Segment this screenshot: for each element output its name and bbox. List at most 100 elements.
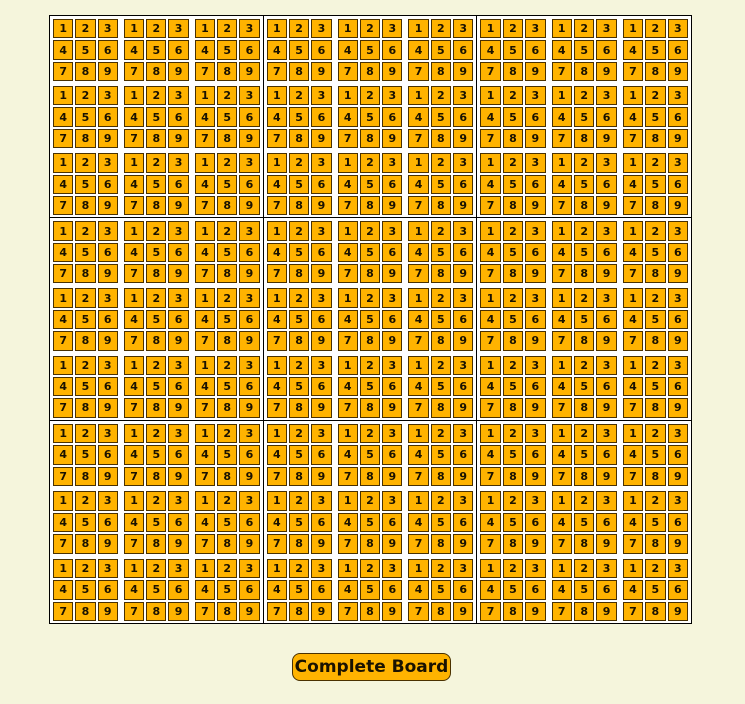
candidate-6-button[interactable]: 6 [525, 309, 546, 330]
candidate-4-button[interactable]: 4 [337, 242, 358, 263]
candidate-5-button[interactable]: 5 [146, 40, 167, 60]
candidate-9-button[interactable]: 9 [667, 601, 688, 621]
candidate-3-button[interactable]: 3 [239, 288, 260, 308]
candidate-1-button[interactable]: 1 [337, 491, 358, 511]
candidate-7-button[interactable]: 7 [551, 195, 572, 216]
candidate-6-button[interactable]: 6 [311, 40, 332, 60]
candidate-7-button[interactable]: 7 [480, 398, 501, 418]
candidate-8-button[interactable]: 8 [430, 195, 452, 216]
candidate-1-button[interactable]: 1 [194, 423, 216, 444]
candidate-8-button[interactable]: 8 [75, 466, 96, 487]
candidate-7-button[interactable]: 7 [266, 601, 287, 621]
candidate-2-button[interactable]: 2 [75, 355, 96, 375]
candidate-1-button[interactable]: 1 [480, 19, 501, 39]
candidate-8-button[interactable]: 8 [573, 264, 595, 284]
candidate-4-button[interactable]: 4 [337, 376, 358, 397]
candidate-4-button[interactable]: 4 [408, 376, 429, 397]
candidate-7-button[interactable]: 7 [53, 466, 74, 487]
candidate-6-button[interactable]: 6 [453, 376, 474, 397]
candidate-1-button[interactable]: 1 [194, 558, 216, 579]
candidate-5-button[interactable]: 5 [645, 445, 666, 465]
candidate-7-button[interactable]: 7 [551, 534, 572, 554]
candidate-2-button[interactable]: 2 [75, 288, 96, 308]
candidate-8-button[interactable]: 8 [502, 264, 524, 284]
candidate-3-button[interactable]: 3 [453, 221, 474, 241]
candidate-1-button[interactable]: 1 [337, 288, 358, 308]
candidate-3-button[interactable]: 3 [168, 423, 189, 444]
candidate-5-button[interactable]: 5 [217, 174, 238, 194]
candidate-8-button[interactable]: 8 [217, 466, 238, 487]
candidate-5-button[interactable]: 5 [359, 242, 381, 263]
candidate-5-button[interactable]: 5 [645, 107, 666, 127]
candidate-7-button[interactable]: 7 [408, 534, 429, 554]
candidate-6-button[interactable]: 6 [453, 174, 474, 194]
candidate-2-button[interactable]: 2 [502, 491, 524, 511]
candidate-4-button[interactable]: 4 [337, 40, 358, 60]
candidate-1-button[interactable]: 1 [480, 288, 501, 308]
candidate-6-button[interactable]: 6 [168, 40, 189, 60]
candidate-2-button[interactable]: 2 [645, 153, 666, 173]
candidate-9-button[interactable]: 9 [239, 466, 260, 487]
candidate-4-button[interactable]: 4 [408, 174, 429, 194]
candidate-5-button[interactable]: 5 [75, 107, 96, 127]
candidate-4-button[interactable]: 4 [622, 445, 644, 465]
candidate-3-button[interactable]: 3 [667, 355, 688, 375]
candidate-1-button[interactable]: 1 [123, 288, 145, 308]
candidate-8-button[interactable]: 8 [645, 466, 666, 487]
candidate-2-button[interactable]: 2 [430, 19, 452, 39]
candidate-9-button[interactable]: 9 [525, 331, 546, 351]
candidate-8-button[interactable]: 8 [359, 601, 381, 621]
candidate-1-button[interactable]: 1 [480, 423, 501, 444]
candidate-7-button[interactable]: 7 [551, 61, 572, 82]
candidate-3-button[interactable]: 3 [168, 221, 189, 241]
candidate-9-button[interactable]: 9 [97, 601, 118, 621]
candidate-5-button[interactable]: 5 [217, 40, 238, 60]
candidate-7-button[interactable]: 7 [337, 534, 358, 554]
candidate-5-button[interactable]: 5 [645, 376, 666, 397]
candidate-9-button[interactable]: 9 [382, 128, 403, 149]
candidate-8-button[interactable]: 8 [288, 601, 310, 621]
candidate-9-button[interactable]: 9 [239, 195, 260, 216]
candidate-1-button[interactable]: 1 [337, 423, 358, 444]
candidate-9-button[interactable]: 9 [311, 61, 332, 82]
candidate-1-button[interactable]: 1 [551, 558, 572, 579]
candidate-9-button[interactable]: 9 [667, 331, 688, 351]
candidate-6-button[interactable]: 6 [97, 512, 118, 533]
candidate-7-button[interactable]: 7 [194, 61, 216, 82]
candidate-6-button[interactable]: 6 [596, 40, 617, 60]
candidate-2-button[interactable]: 2 [75, 491, 96, 511]
candidate-9-button[interactable]: 9 [382, 534, 403, 554]
candidate-5-button[interactable]: 5 [502, 40, 524, 60]
candidate-6-button[interactable]: 6 [239, 174, 260, 194]
candidate-4-button[interactable]: 4 [408, 512, 429, 533]
candidate-8-button[interactable]: 8 [430, 601, 452, 621]
candidate-5-button[interactable]: 5 [502, 174, 524, 194]
candidate-4-button[interactable]: 4 [480, 174, 501, 194]
candidate-6-button[interactable]: 6 [453, 580, 474, 600]
candidate-2-button[interactable]: 2 [146, 221, 167, 241]
candidate-5-button[interactable]: 5 [573, 242, 595, 263]
candidate-6-button[interactable]: 6 [667, 242, 688, 263]
candidate-4-button[interactable]: 4 [123, 580, 145, 600]
candidate-6-button[interactable]: 6 [667, 40, 688, 60]
candidate-3-button[interactable]: 3 [168, 153, 189, 173]
candidate-3-button[interactable]: 3 [168, 355, 189, 375]
candidate-8-button[interactable]: 8 [645, 61, 666, 82]
candidate-1-button[interactable]: 1 [551, 423, 572, 444]
candidate-4-button[interactable]: 4 [408, 107, 429, 127]
candidate-2-button[interactable]: 2 [217, 491, 238, 511]
candidate-1-button[interactable]: 1 [480, 221, 501, 241]
candidate-9-button[interactable]: 9 [168, 466, 189, 487]
candidate-2-button[interactable]: 2 [645, 288, 666, 308]
candidate-8-button[interactable]: 8 [75, 128, 96, 149]
candidate-5-button[interactable]: 5 [502, 242, 524, 263]
candidate-6-button[interactable]: 6 [168, 174, 189, 194]
candidate-6-button[interactable]: 6 [382, 107, 403, 127]
candidate-8-button[interactable]: 8 [359, 398, 381, 418]
candidate-3-button[interactable]: 3 [525, 19, 546, 39]
candidate-1-button[interactable]: 1 [408, 221, 429, 241]
candidate-4-button[interactable]: 4 [194, 309, 216, 330]
candidate-3-button[interactable]: 3 [311, 288, 332, 308]
candidate-2-button[interactable]: 2 [645, 491, 666, 511]
candidate-7-button[interactable]: 7 [551, 128, 572, 149]
